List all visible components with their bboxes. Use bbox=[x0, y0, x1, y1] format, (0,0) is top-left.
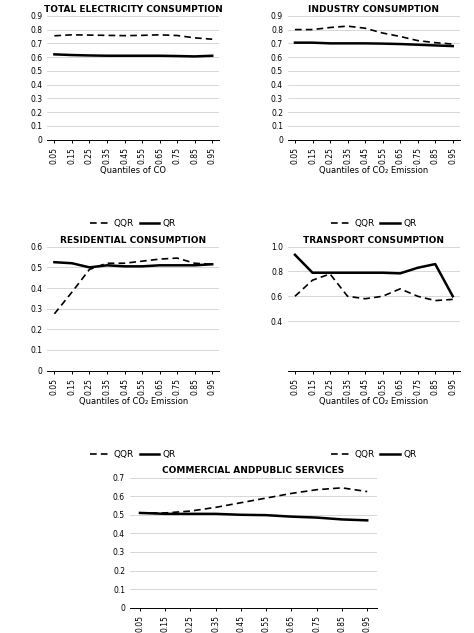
Legend: QQR, QR: QQR, QR bbox=[328, 216, 420, 232]
X-axis label: Quantiles of CO: Quantiles of CO bbox=[100, 166, 166, 175]
Title: INDUSTRY CONSUMPTION: INDUSTRY CONSUMPTION bbox=[309, 4, 439, 14]
Legend: QQR, QR: QQR, QR bbox=[328, 446, 420, 463]
Legend: QQR, QR: QQR, QR bbox=[87, 446, 180, 463]
Title: TOTAL ELECTRICITY CONSUMPTION: TOTAL ELECTRICITY CONSUMPTION bbox=[44, 4, 223, 14]
Legend: QQR, QR: QQR, QR bbox=[87, 216, 180, 232]
Title: COMMERCIAL ANDPUBLIC SERVICES: COMMERCIAL ANDPUBLIC SERVICES bbox=[163, 467, 345, 475]
X-axis label: Quantiles of CO₂ Emission: Quantiles of CO₂ Emission bbox=[319, 397, 428, 406]
Title: RESIDENTIAL CONSUMPTION: RESIDENTIAL CONSUMPTION bbox=[60, 235, 206, 244]
X-axis label: Quantiles of CO₂ Emission: Quantiles of CO₂ Emission bbox=[319, 166, 428, 175]
Title: TRANSPORT CONSUMPTION: TRANSPORT CONSUMPTION bbox=[303, 235, 444, 244]
X-axis label: Quantiles of CO₂ Emission: Quantiles of CO₂ Emission bbox=[79, 397, 188, 406]
